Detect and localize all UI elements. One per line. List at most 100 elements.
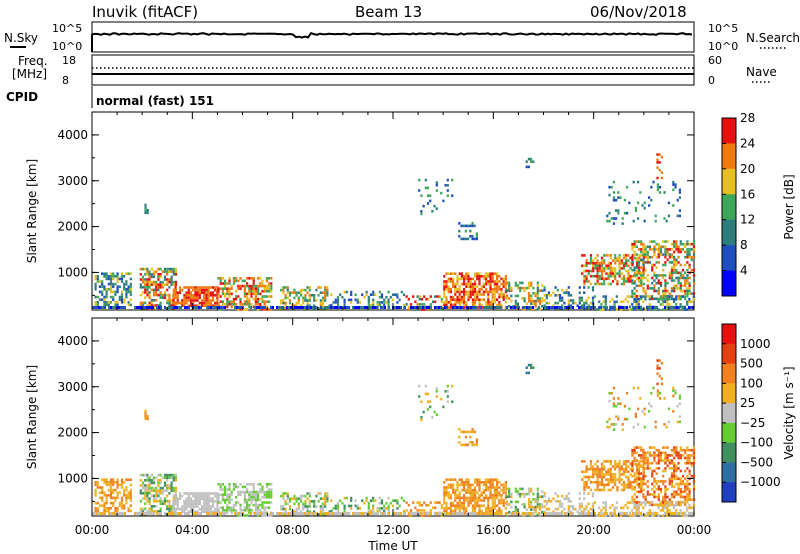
vel-cell <box>679 503 682 507</box>
vel-cell <box>246 498 249 502</box>
power-cell <box>265 284 268 288</box>
power-cell <box>681 268 685 272</box>
vel-baseline-cell <box>174 512 176 515</box>
power-cell <box>604 300 607 304</box>
vel-cell <box>611 478 615 481</box>
power-cell <box>254 297 257 301</box>
power-cell <box>476 298 479 301</box>
power-cell <box>268 287 271 290</box>
vel-cell <box>443 488 446 492</box>
power-cell <box>619 196 622 199</box>
vel-cell <box>489 491 492 494</box>
vel-cell <box>350 499 353 502</box>
power-cell <box>634 206 637 210</box>
vel-cell <box>659 480 663 483</box>
power-cell <box>613 308 616 311</box>
vel-cell <box>633 462 637 466</box>
power-cell <box>598 264 601 268</box>
power-baseline-cell <box>354 306 356 309</box>
vel-cell <box>456 507 459 510</box>
vel-cell <box>250 501 253 504</box>
vel-cell <box>629 486 632 489</box>
power-cell <box>243 287 246 290</box>
vel-cell <box>139 473 142 477</box>
vel-cell <box>631 469 634 473</box>
vel-cell <box>569 505 573 508</box>
power-cell <box>209 301 212 305</box>
vel-cell <box>627 483 630 487</box>
power-cell <box>527 297 531 300</box>
vel-baseline-cell <box>676 512 678 515</box>
vel-cell <box>446 390 449 393</box>
power-cell <box>679 295 682 298</box>
power-cell <box>263 284 266 288</box>
power-baseline-cell <box>110 306 112 309</box>
vel-cell <box>626 391 629 395</box>
vel-cell <box>458 441 461 444</box>
power-cell <box>631 303 634 306</box>
vel-cell <box>672 410 675 413</box>
vel-cell <box>598 514 601 517</box>
vel-cell <box>187 500 190 503</box>
vel-cell <box>252 498 255 502</box>
power-cell <box>219 295 222 298</box>
power-cell <box>443 288 446 291</box>
power-cell <box>250 292 253 296</box>
vel-cell <box>168 486 171 490</box>
vel-cell <box>664 493 667 496</box>
vel-cell <box>657 495 660 499</box>
vel-cell <box>612 423 615 426</box>
vel-baseline-cell <box>238 512 240 515</box>
vel-cell <box>505 495 509 498</box>
vel-cell <box>525 508 528 511</box>
vel-cell <box>187 494 190 498</box>
vel-cell <box>485 483 488 487</box>
vel-cell <box>622 467 626 471</box>
vel-cell <box>640 485 643 488</box>
power-cell <box>265 290 268 293</box>
vel-cell <box>596 460 599 463</box>
vel-cell <box>321 502 325 506</box>
vel-cell <box>161 489 164 492</box>
vel-cell <box>129 491 132 494</box>
power-cell <box>144 286 147 289</box>
power-cell <box>157 304 160 307</box>
vel-cell <box>263 506 266 509</box>
vel-cell <box>183 505 186 508</box>
power-cell <box>219 282 222 285</box>
power-cell <box>467 295 470 299</box>
date-title: 06/Nov/2018 <box>590 3 687 21</box>
power-cell <box>661 308 665 311</box>
power-cell <box>207 304 210 307</box>
vel-cell <box>313 500 316 503</box>
power-cell <box>427 308 430 311</box>
power-baseline-cell <box>210 306 212 309</box>
power-cell <box>480 303 483 307</box>
vel-cell <box>567 500 570 503</box>
power-cell <box>620 282 623 286</box>
vel-cell <box>622 488 626 492</box>
power-cell <box>109 272 113 275</box>
vel-baseline-cell <box>368 512 370 515</box>
vel-cell <box>581 478 584 481</box>
power-cell <box>170 270 173 273</box>
power-cell <box>686 300 689 304</box>
power-baseline-cell <box>96 306 98 309</box>
vel-cell <box>105 496 108 500</box>
power-cell <box>263 287 266 290</box>
vel-cell <box>161 486 164 490</box>
power-cell <box>148 270 151 273</box>
vel-ytick-label: 1000 <box>57 471 88 485</box>
vel-cell <box>324 502 327 506</box>
vel-cell <box>148 497 151 500</box>
vel-cell <box>174 507 177 511</box>
vel-cell <box>656 359 659 362</box>
power-cell <box>155 270 158 273</box>
power-cell <box>474 293 477 296</box>
power-cell <box>217 287 220 290</box>
vel-cell <box>673 451 676 455</box>
power-baseline-cell <box>140 306 142 309</box>
vel-cell <box>228 498 231 502</box>
power-cell <box>541 297 544 300</box>
vel-baseline-cell <box>96 512 98 515</box>
